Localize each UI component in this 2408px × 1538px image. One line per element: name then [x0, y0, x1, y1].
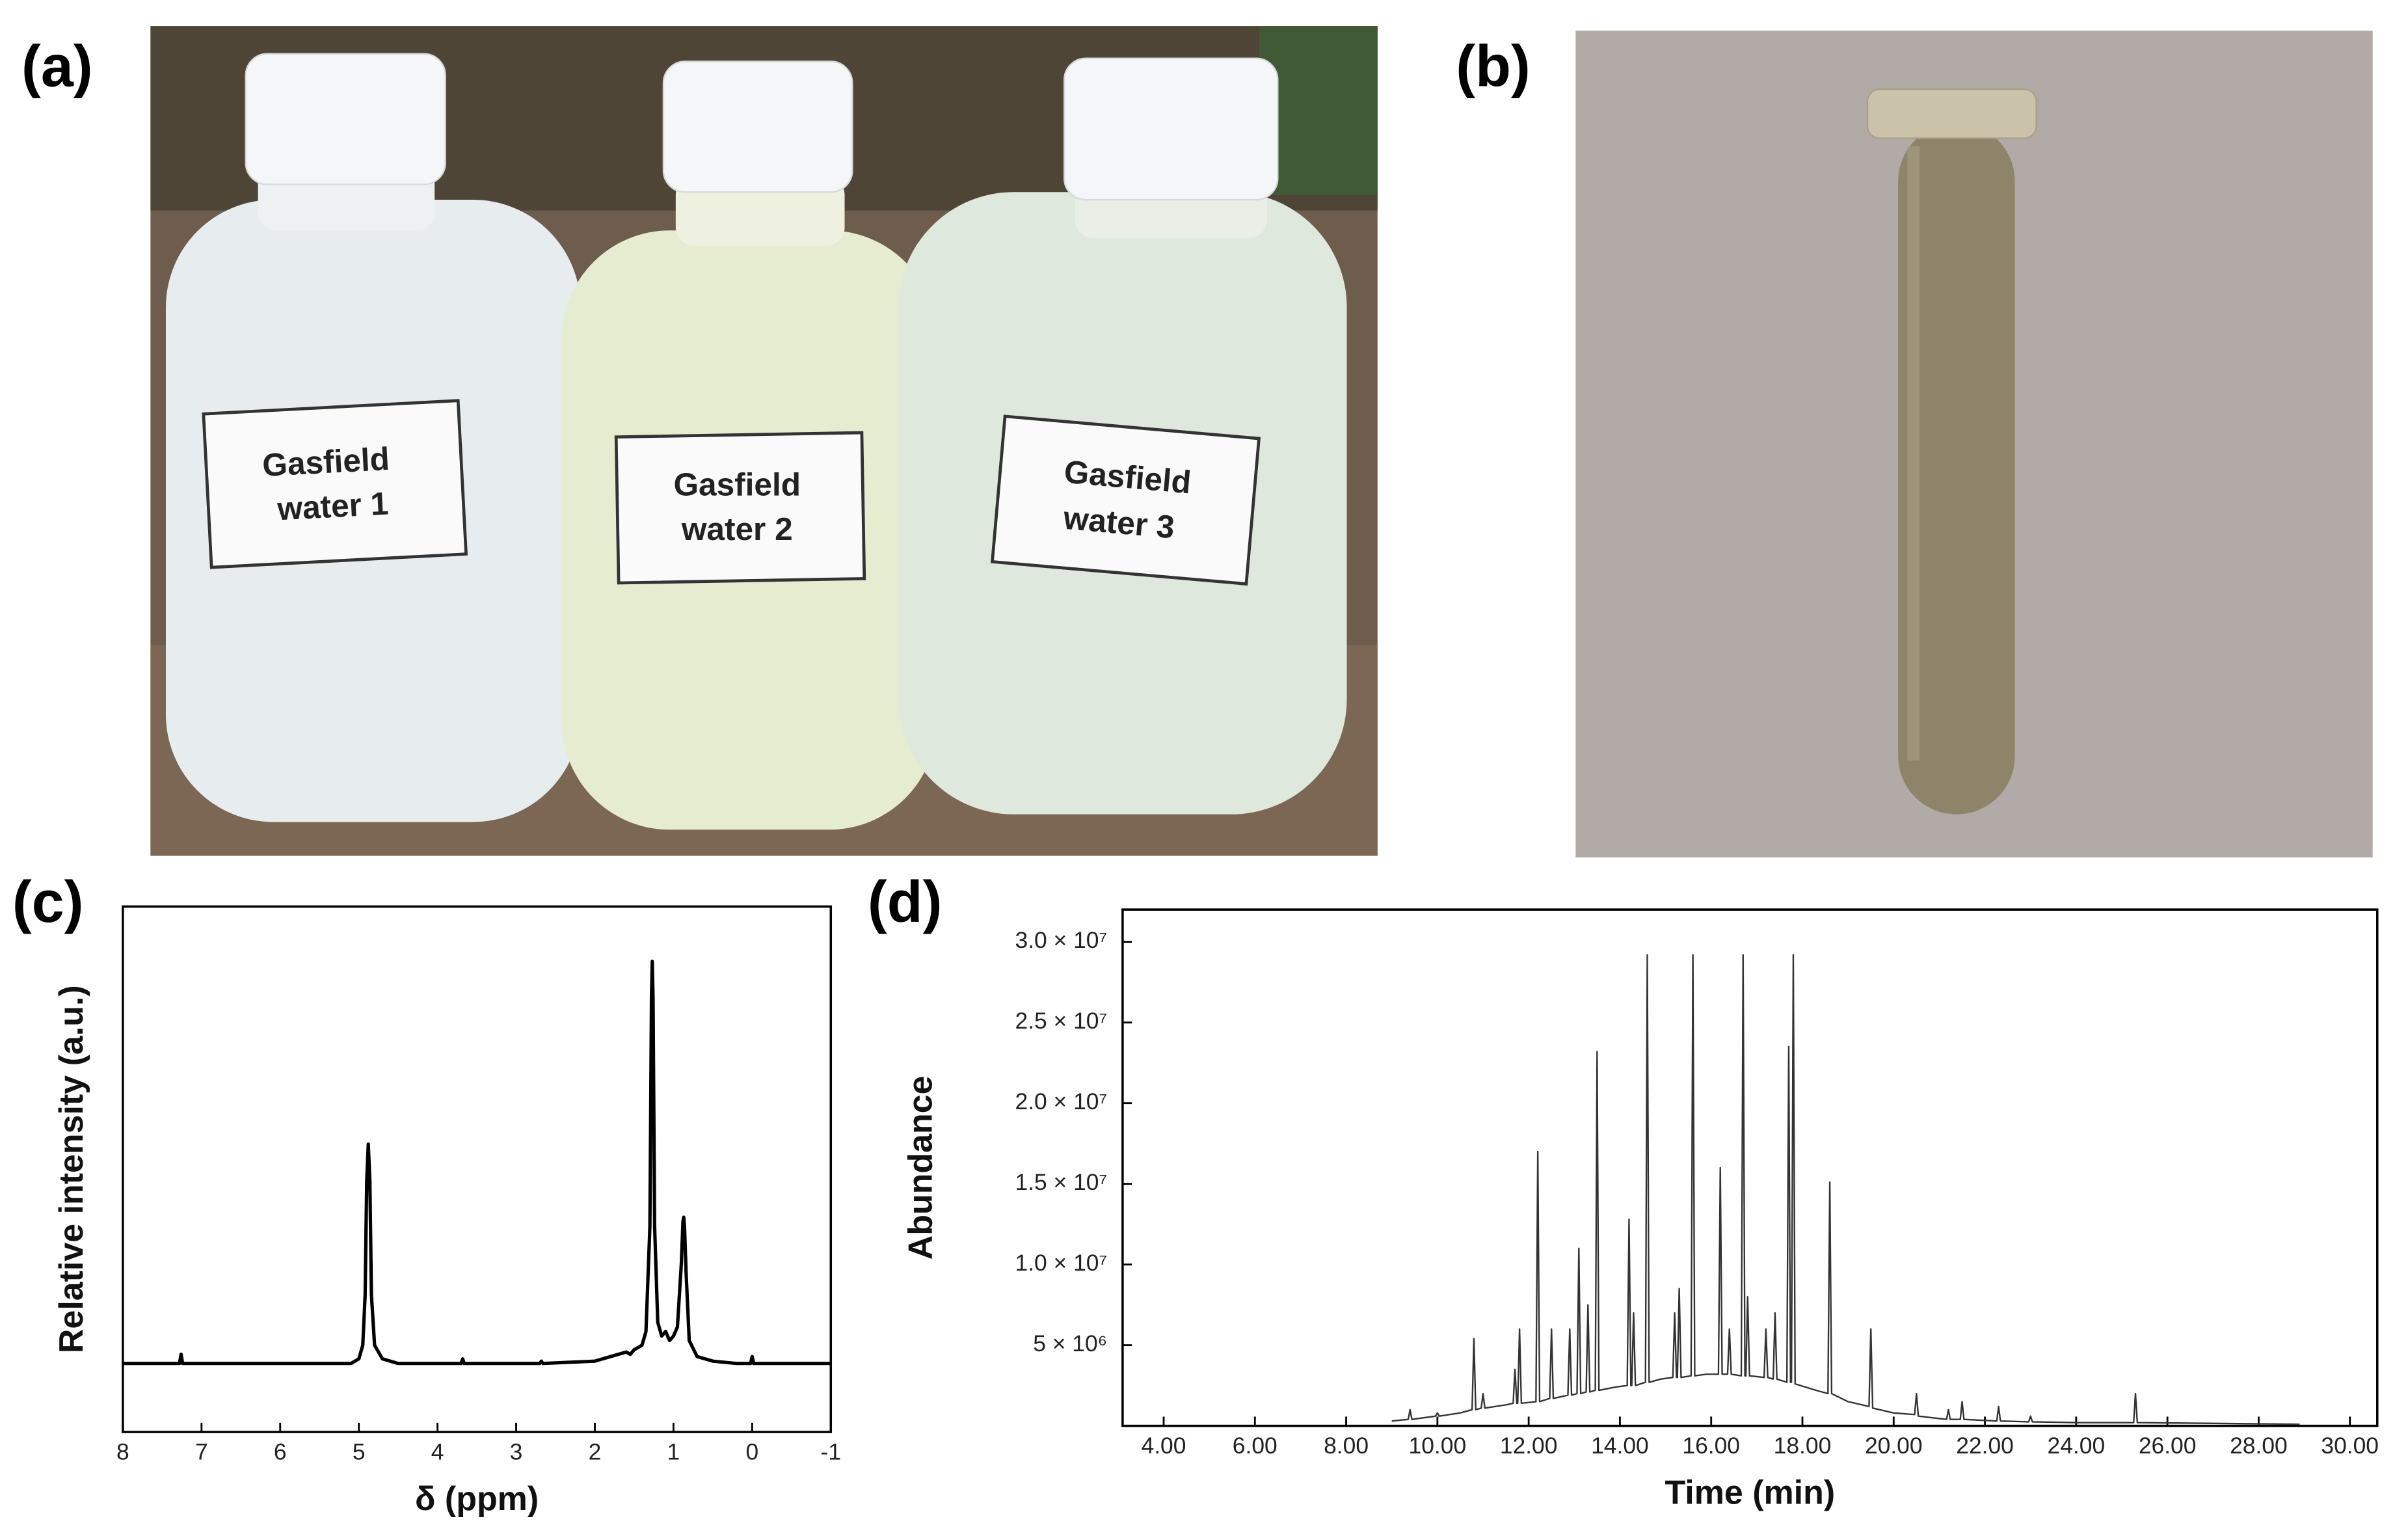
- x-tick-label: 0: [746, 1438, 759, 1464]
- panel-label: (b): [1456, 34, 1531, 99]
- y-tick-label: 2.5 × 10⁷: [1015, 1008, 1108, 1034]
- x-axis-title: δ (ppm): [415, 1480, 539, 1518]
- panel-label: (c): [12, 870, 84, 935]
- x-tick-label: 14.00: [1591, 1433, 1649, 1459]
- x-tick-label: 3: [510, 1438, 523, 1464]
- panel-label: (a): [21, 34, 93, 99]
- x-tick-label: 28.00: [2230, 1433, 2288, 1459]
- photo-bottles: [150, 26, 1378, 856]
- charts: 8 7 6 5 4 3 2 1 0 -1 δ (ppm) Relative intensity (a.…: [53, 905, 2379, 1518]
- bottle-label: Gasfield: [261, 440, 390, 483]
- y-tick-label: 2.0 × 10⁷: [1015, 1088, 1108, 1114]
- data-line: [1391, 954, 2300, 1425]
- x-tick-label: 6.00: [1233, 1433, 1278, 1459]
- y-tick-label: 1.0 × 10⁷: [1015, 1250, 1108, 1276]
- bottle-label: water 1: [276, 485, 390, 528]
- x-tick-label: 10.00: [1409, 1433, 1467, 1459]
- x-tick-label: 22.00: [1956, 1433, 2014, 1459]
- x-tick-label: 20.00: [1865, 1433, 1923, 1459]
- y-tick-label: 5 × 10⁶: [1033, 1330, 1107, 1356]
- x-tick-label: 18.00: [1774, 1433, 1832, 1459]
- x-tick-label: 12.00: [1500, 1433, 1558, 1459]
- plot-frame: [122, 905, 833, 1433]
- x-tick-label: 6: [274, 1438, 287, 1464]
- bottle-label: water 2: [681, 511, 793, 547]
- bottle-label: Gasfield: [673, 466, 801, 503]
- x-tick-label: 4: [431, 1438, 444, 1464]
- y-axis-title: Relative intensity (a.u.): [53, 985, 90, 1353]
- x-tick-label: -1: [821, 1438, 841, 1464]
- x-tick-label: 24.00: [2048, 1433, 2106, 1459]
- x-tick-label: 8.00: [1324, 1433, 1369, 1459]
- x-tick-label: 16.00: [1682, 1433, 1740, 1459]
- x-tick-label: 2: [589, 1438, 602, 1464]
- y-tick-label: 1.5 × 10⁷: [1015, 1169, 1108, 1195]
- x-tick-label: 5: [353, 1438, 366, 1464]
- x-tick-label: 8: [116, 1438, 129, 1464]
- x-tick-label: 26.00: [2139, 1433, 2197, 1459]
- x-tick-label: 30.00: [2321, 1433, 2379, 1459]
- y-axis-title: Abundance: [902, 1075, 940, 1260]
- data-line: [122, 960, 831, 1366]
- x-axis-title: Time (min): [1665, 1474, 1836, 1512]
- photo-tube: [1575, 31, 2373, 857]
- x-tick-label: 1: [667, 1438, 680, 1464]
- x-tick-label: 4.00: [1142, 1433, 1186, 1459]
- panel-label: (d): [868, 870, 943, 935]
- y-tick-label: 3.0 × 10⁷: [1015, 927, 1108, 953]
- plot-frame: [1121, 908, 2379, 1427]
- x-tick-label: 7: [195, 1438, 208, 1464]
